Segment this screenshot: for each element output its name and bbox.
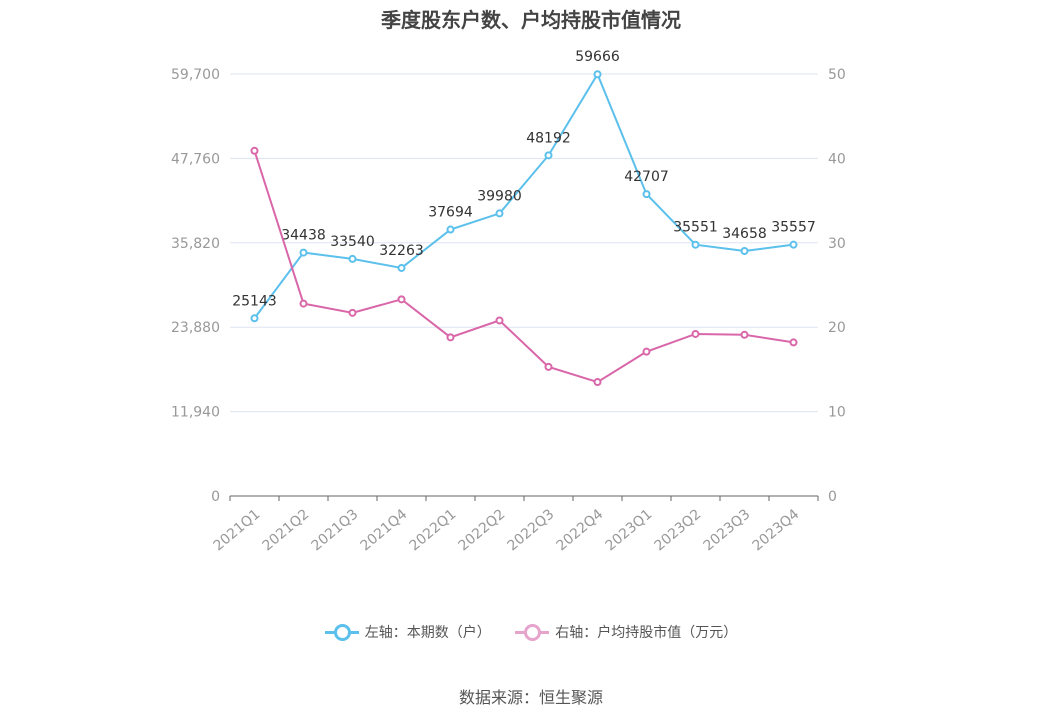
legend-item-left[interactable]: 左轴：本期数（户）	[324, 622, 491, 642]
data-point-left	[740, 247, 749, 256]
data-label: 32263	[379, 243, 424, 259]
data-point-right	[691, 329, 700, 338]
legend-left-label: 左轴：本期数（户）	[364, 625, 491, 641]
y-left-tick-label: 23,880	[171, 320, 220, 336]
y-left-tick-label: 0	[211, 489, 220, 505]
data-point-left	[299, 248, 308, 257]
legend-left-marker	[324, 623, 359, 641]
data-label: 34658	[722, 226, 767, 242]
data-label: 59666	[575, 49, 620, 65]
data-point-left	[348, 254, 357, 263]
series-line-right	[253, 150, 794, 384]
data-point-left	[789, 240, 798, 249]
data-label: 34438	[281, 228, 326, 244]
data-label: 25143	[232, 293, 277, 309]
y-left-tick-label: 11,940	[171, 405, 220, 421]
data-label: 42707	[624, 169, 669, 185]
x-tick-label: 2022Q2	[456, 506, 509, 554]
data-source: 数据来源：恒生聚源	[458, 688, 603, 707]
series-line-left	[253, 72, 794, 319]
data-point-right	[250, 146, 259, 155]
x-tick-label: 2021Q4	[358, 506, 411, 554]
legend: 左轴：本期数（户） 右轴：户均持股市值（万元）	[0, 622, 1062, 645]
x-tick-label: 2023Q2	[652, 506, 705, 554]
data-point-left	[544, 151, 553, 160]
y-left-tick-label: 35,820	[171, 236, 220, 252]
data-point-right	[789, 338, 798, 347]
data-label: 35557	[771, 220, 816, 236]
chart-title: 季度股东户数、户均持股市值情况	[381, 8, 681, 32]
y-right-tick-label: 50	[828, 67, 846, 83]
data-point-right	[593, 378, 602, 387]
y-right-tick-label: 30	[828, 236, 846, 252]
y-right-tick-label: 40	[828, 151, 846, 167]
data-label: 33540	[330, 234, 375, 250]
data-point-left	[397, 263, 406, 272]
x-tick-label: 2021Q2	[260, 506, 313, 554]
data-label: 35551	[673, 220, 718, 236]
y-right-tick-label: 0	[828, 489, 837, 505]
data-point-right	[495, 316, 504, 325]
data-point-left	[593, 70, 602, 79]
x-tick-label: 2021Q1	[211, 506, 264, 554]
data-point-right	[642, 347, 651, 356]
data-point-right	[740, 330, 749, 339]
data-point-right	[397, 295, 406, 304]
x-tick-label: 2023Q1	[603, 506, 656, 554]
y-left-tick-label: 47,760	[171, 151, 220, 167]
data-point-left	[642, 190, 651, 199]
data-point-left	[250, 314, 259, 323]
data-point-right	[544, 362, 553, 371]
y-left-tick-label: 59,700	[171, 67, 220, 83]
data-point-left	[446, 225, 455, 234]
x-tick-label: 2023Q3	[701, 506, 754, 554]
data-point-right	[446, 333, 455, 342]
y-right-tick-label: 20	[828, 320, 846, 336]
x-tick-label: 2023Q4	[750, 506, 803, 554]
data-label: 48192	[526, 130, 571, 146]
x-tick-label: 2022Q3	[505, 506, 558, 554]
legend-right-label: 右轴：户均持股市值（万元）	[555, 625, 738, 641]
x-tick-label: 2022Q4	[554, 506, 607, 554]
legend-right-marker	[515, 623, 550, 641]
data-label: 37694	[428, 205, 473, 221]
data-point-right	[299, 299, 308, 308]
legend-item-right[interactable]: 右轴：户均持股市值（万元）	[515, 622, 737, 642]
x-tick-label: 2021Q3	[309, 506, 362, 554]
y-right-tick-label: 10	[828, 405, 846, 421]
line-chart: 0 0 11,940 10 23,880 20 35,820 30 47,760 40 59,700…	[171, 49, 846, 554]
data-label: 39980	[477, 188, 522, 204]
data-point-right	[348, 308, 357, 317]
x-tick-label: 2022Q1	[407, 506, 460, 554]
data-point-left	[691, 240, 700, 249]
data-point-left	[495, 209, 504, 218]
